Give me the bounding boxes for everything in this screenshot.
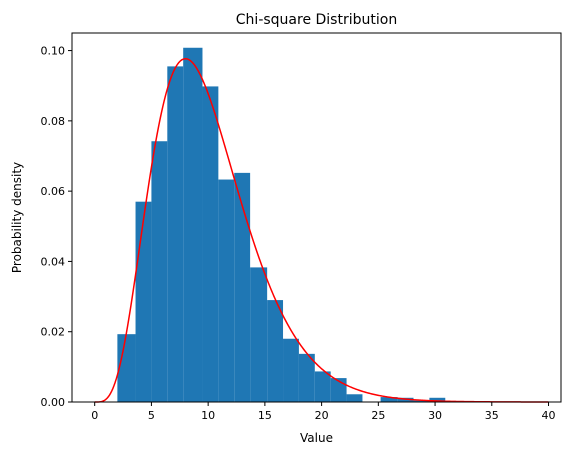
plot-frame <box>71 32 562 403</box>
y-axis-ticks: 0.00 0.02 0.04 0.06 0.08 0.10 <box>41 45 72 409</box>
histogram-bar <box>330 378 347 402</box>
y-tick-label: 0.04 <box>41 255 66 268</box>
histogram-bar <box>183 47 203 402</box>
histogram-bar <box>167 66 184 402</box>
histogram-bar <box>283 338 299 402</box>
histogram-bar <box>298 353 315 402</box>
x-axis-label: Value <box>300 431 333 445</box>
histogram-bar <box>413 400 430 402</box>
histogram-bar <box>346 394 363 402</box>
histogram-bar <box>218 179 235 402</box>
x-tick-label: 5 <box>148 409 155 422</box>
histogram-bar <box>135 201 152 402</box>
histogram-bar <box>397 397 414 402</box>
histogram-bar <box>151 141 168 403</box>
y-tick-label: 0.00 <box>41 396 66 409</box>
histogram-bar <box>429 397 446 402</box>
x-tick-label: 25 <box>371 409 385 422</box>
y-tick-label: 0.06 <box>41 185 66 198</box>
histogram-bar <box>117 334 136 402</box>
histogram-bar <box>234 172 251 402</box>
x-tick-label: 0 <box>91 409 98 422</box>
x-tick-label: 40 <box>542 409 556 422</box>
histogram-bar <box>267 300 284 402</box>
histogram-bar <box>380 397 398 402</box>
y-tick-label: 0.02 <box>41 326 66 339</box>
x-axis-ticks: 0 5 10 15 20 25 30 35 40 <box>91 402 556 422</box>
x-tick-label: 20 <box>315 409 329 422</box>
chart-title: Chi-square Distribution <box>236 12 397 28</box>
histogram-bar <box>314 371 331 402</box>
x-tick-label: 10 <box>201 409 215 422</box>
y-tick-label: 0.10 <box>41 45 66 58</box>
x-tick-label: 35 <box>485 409 499 422</box>
y-axis-label: Probability density <box>10 162 24 273</box>
x-tick-label: 15 <box>258 409 272 422</box>
histogram-bar <box>202 86 219 402</box>
y-tick-label: 0.08 <box>41 115 66 128</box>
x-tick-label: 30 <box>428 409 442 422</box>
histogram-bar <box>250 267 268 402</box>
